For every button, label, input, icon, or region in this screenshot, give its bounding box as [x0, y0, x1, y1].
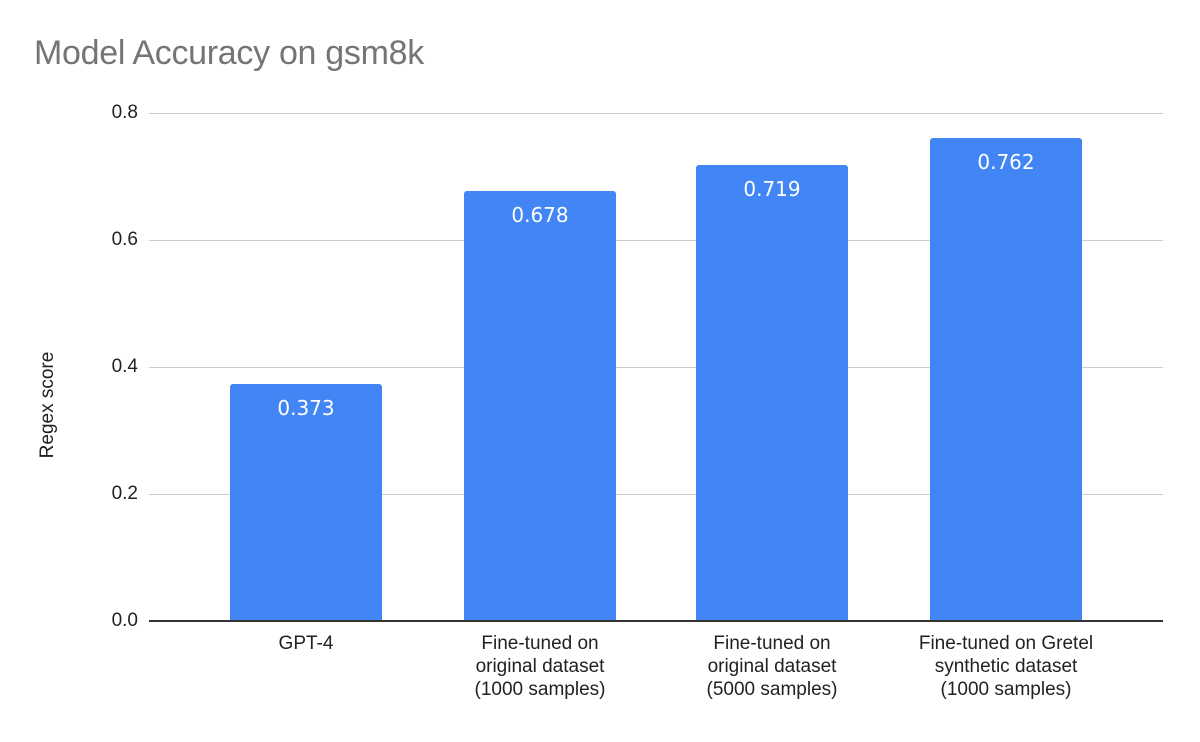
- data-label: 0.719: [743, 177, 801, 201]
- bar-finetuned-original-1000[interactable]: 0.678: [464, 191, 616, 621]
- gridline-0.4: [149, 367, 1163, 368]
- y-tick-0.8: 0.8: [111, 102, 138, 123]
- y-tick-0.2: 0.2: [111, 483, 138, 504]
- gridline-0.8: [149, 113, 1163, 114]
- plot-area: 0.373 0.678 0.719 0.762: [149, 113, 1163, 622]
- x-tick-gpt-4: GPT-4: [278, 633, 334, 654]
- bar-gpt-4[interactable]: 0.373: [230, 384, 382, 621]
- bar-finetuned-gretel-1000[interactable]: 0.762: [930, 138, 1082, 621]
- gridline-0.2: [149, 494, 1163, 495]
- chart-title: Model Accuracy on gsm8k: [34, 34, 424, 72]
- data-label: 0.762: [977, 150, 1035, 174]
- y-tick-0.0: 0.0: [111, 610, 138, 631]
- x-axis-baseline: [149, 620, 1163, 622]
- data-label: 0.678: [511, 203, 569, 227]
- y-tick-0.6: 0.6: [111, 229, 138, 250]
- y-axis-label: Regex score: [37, 351, 58, 459]
- data-label: 0.373: [277, 396, 335, 420]
- y-tick-0.4: 0.4: [111, 356, 138, 377]
- x-tick-finetuned-original-1000: Fine-tuned on original dataset (1000 sam…: [474, 633, 606, 700]
- bar-finetuned-original-5000[interactable]: 0.719: [696, 165, 848, 621]
- gridline-0.6: [149, 240, 1163, 241]
- x-tick-finetuned-gretel-1000: Fine-tuned on Gretel synthetic dataset (…: [918, 633, 1094, 700]
- x-tick-finetuned-original-5000: Fine-tuned on original dataset (5000 sam…: [706, 633, 838, 700]
